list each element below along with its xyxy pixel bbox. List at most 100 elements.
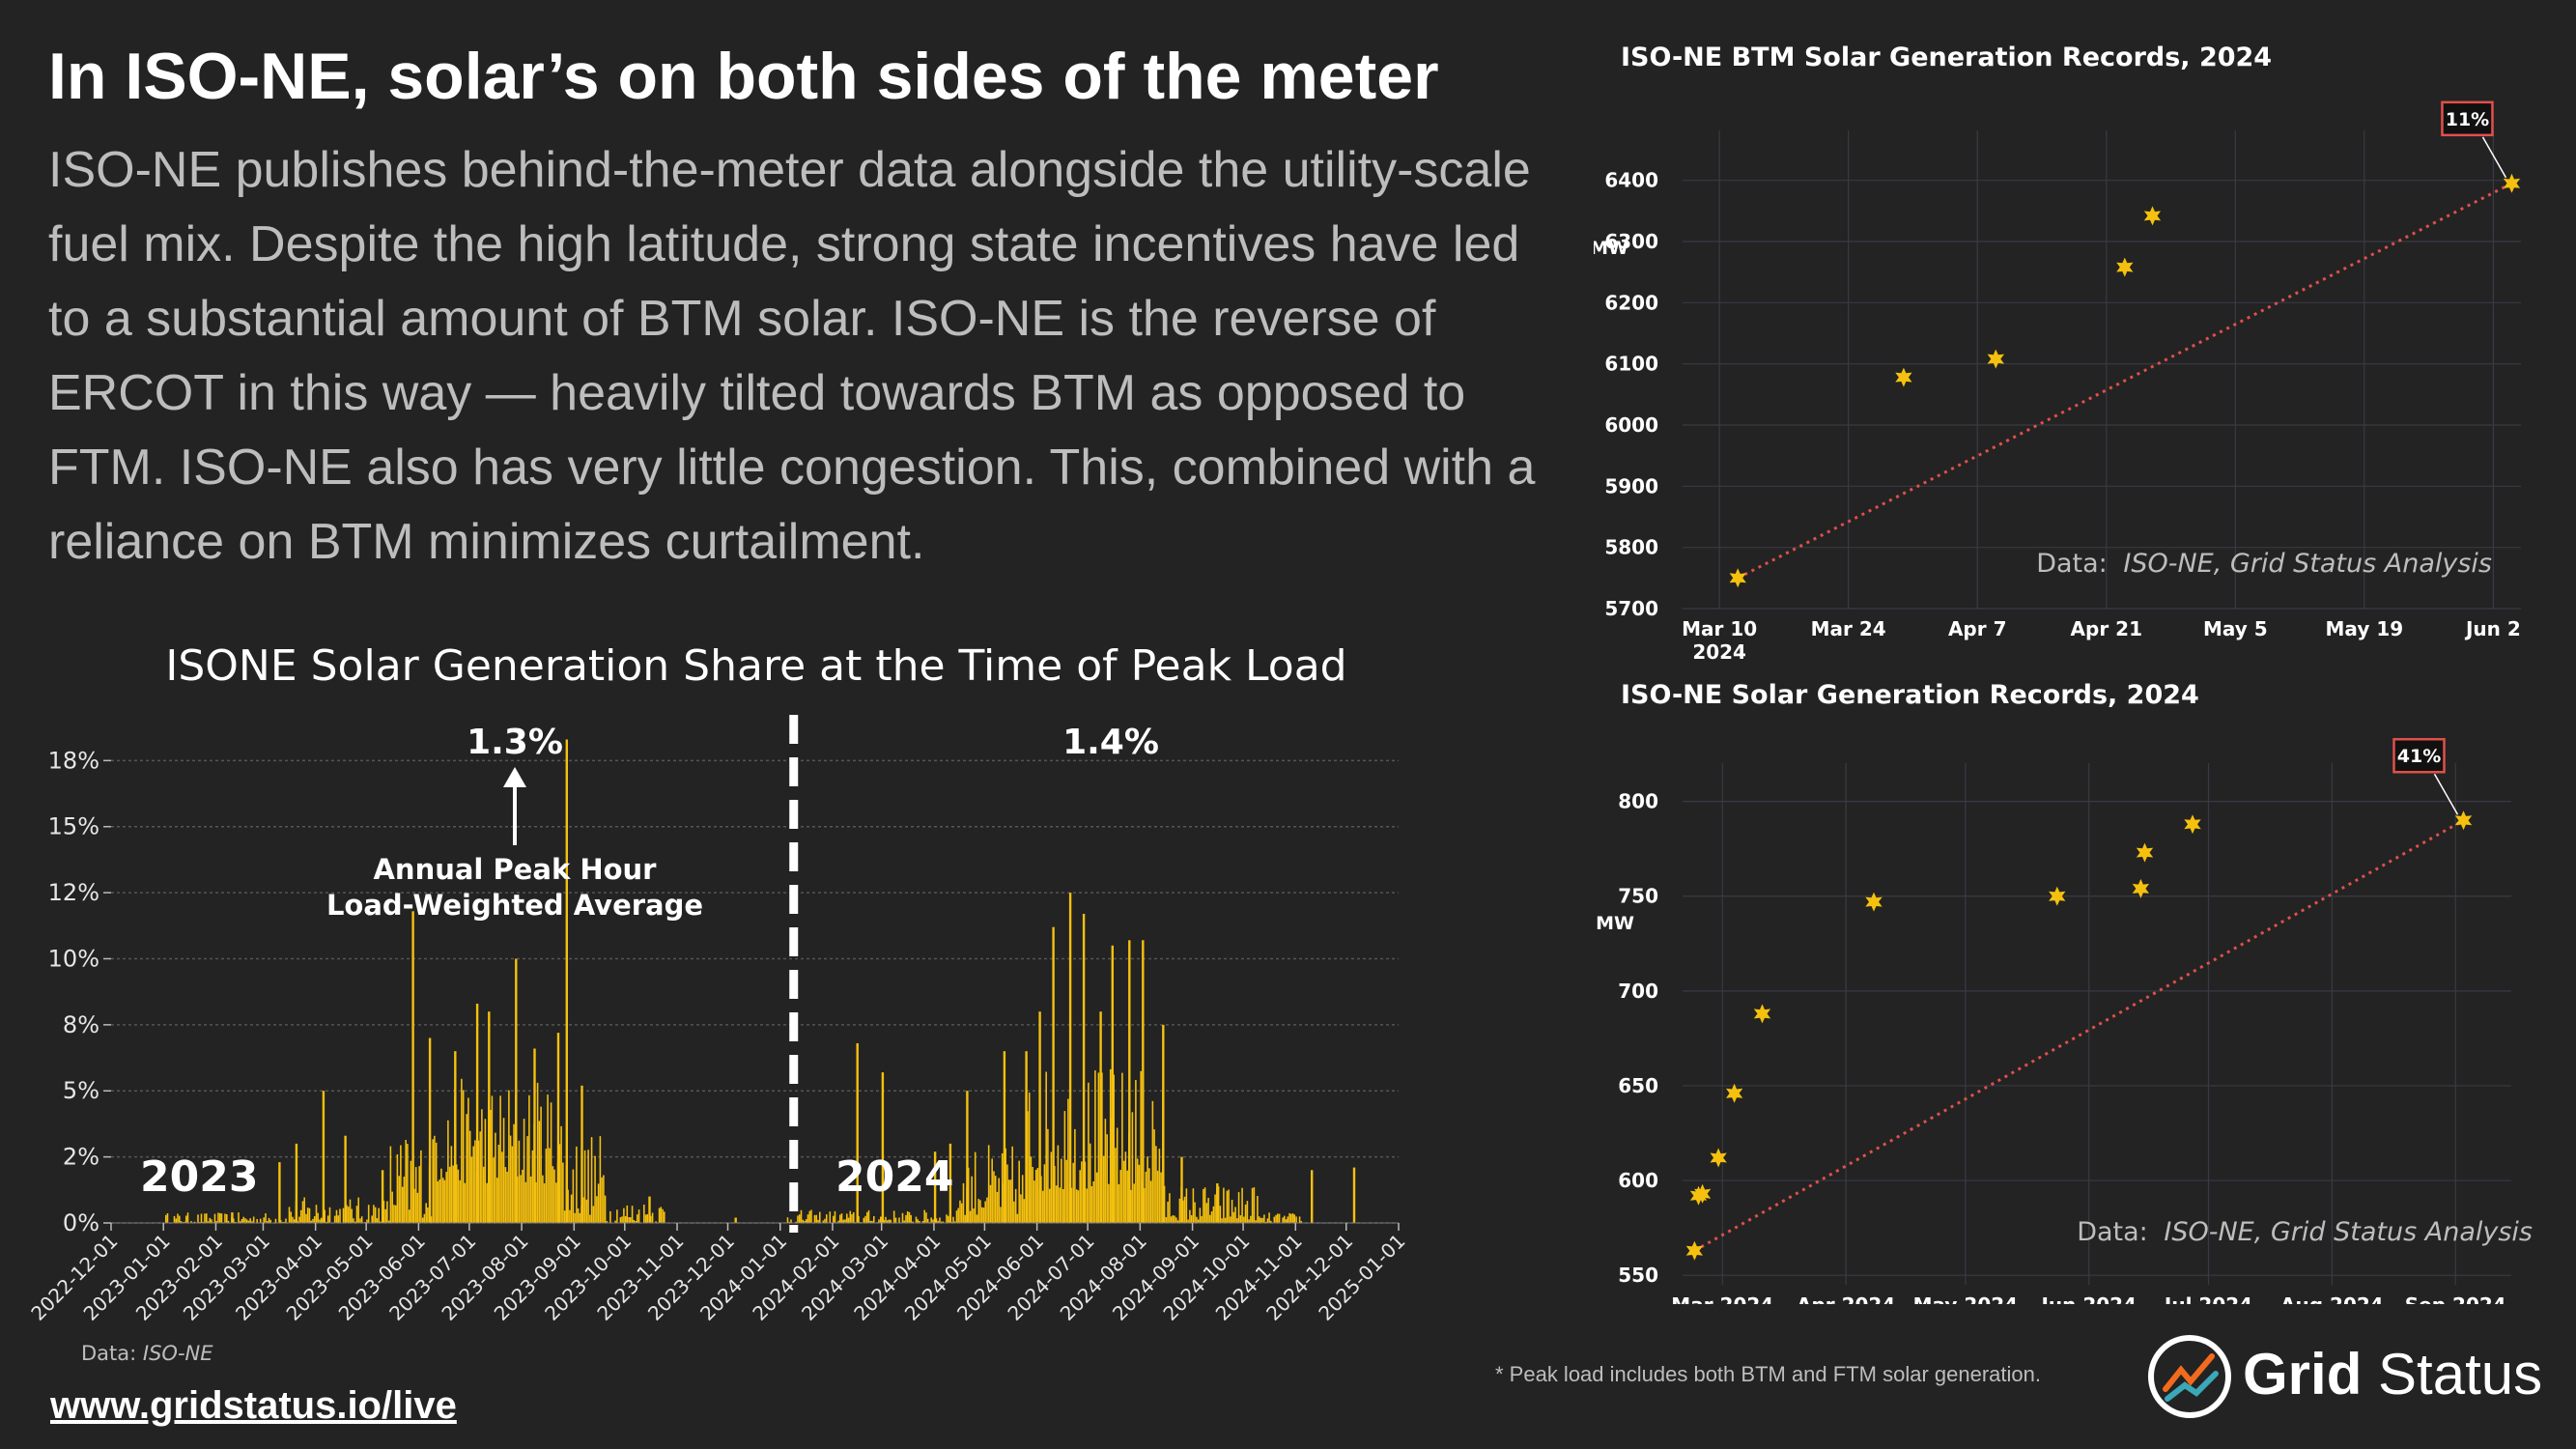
main-bar	[306, 1208, 309, 1223]
main-bar	[1197, 1219, 1200, 1223]
main-bar	[1061, 1158, 1062, 1223]
main-bar	[1153, 1129, 1155, 1223]
main-bar	[630, 1217, 632, 1223]
main-bar	[631, 1206, 634, 1223]
main-bar	[474, 1140, 476, 1223]
main-bar	[435, 1142, 438, 1223]
main-bar	[184, 1221, 185, 1223]
main-bar	[215, 1221, 218, 1223]
solar-chart-trend-line	[1693, 818, 2465, 1252]
main-bar	[380, 1221, 382, 1223]
main-bar	[959, 1200, 961, 1223]
main-bar	[1006, 1164, 1008, 1223]
main-bar	[971, 1176, 973, 1223]
main-bar	[407, 1144, 409, 1223]
main-bar	[269, 1219, 271, 1223]
main-bar	[1121, 1072, 1123, 1223]
logo-word-status: Status	[2378, 1342, 2543, 1406]
main-bar	[1084, 1161, 1087, 1223]
main-bar	[923, 1209, 925, 1223]
main-bar	[1023, 1199, 1026, 1223]
main-bar-spike	[565, 739, 568, 1223]
main-ytick-label: 0%	[63, 1209, 99, 1236]
main-bar	[892, 1210, 895, 1223]
main-bar	[633, 1220, 636, 1223]
main-bar	[450, 1146, 453, 1223]
main-bar	[621, 1216, 623, 1223]
main-bar	[256, 1219, 258, 1223]
main-bar	[501, 1151, 503, 1223]
main-bar	[1282, 1217, 1284, 1223]
main-bar	[577, 1208, 580, 1223]
main-bar	[443, 1179, 446, 1223]
page-title: In ISO-NE, solar’s on both sides of the …	[48, 40, 1439, 113]
main-bar	[518, 1140, 521, 1223]
main-source-note: Data: ISO-NE	[81, 1342, 213, 1365]
main-bar-spike	[1352, 1167, 1356, 1223]
main-bar	[339, 1208, 341, 1223]
main-bar	[326, 1221, 327, 1223]
grid-status-logo[interactable]: Grid Status	[2144, 1331, 2550, 1422]
main-bar	[786, 1217, 789, 1223]
main-bar	[1011, 1146, 1013, 1223]
main-bar	[957, 1208, 959, 1223]
main-bar	[650, 1215, 652, 1223]
main-bar	[251, 1221, 253, 1223]
main-bar	[1108, 1183, 1110, 1223]
main-bar	[405, 1140, 407, 1223]
main-bar	[594, 1155, 596, 1223]
main-bar	[432, 1139, 434, 1223]
main-bar	[888, 1219, 891, 1223]
main-bar	[989, 1184, 992, 1223]
main-bar-spike	[948, 1143, 952, 1223]
main-bar	[502, 1118, 505, 1223]
solar-chart-record-point	[1710, 1148, 1727, 1168]
main-bar	[1210, 1211, 1213, 1223]
main-bar	[883, 1220, 886, 1223]
btm-chart-ytick-label: 5700	[1604, 597, 1658, 620]
main-bar	[871, 1220, 873, 1223]
main-bar	[493, 1157, 495, 1223]
main-bar	[206, 1213, 208, 1223]
main-bar	[528, 1094, 530, 1223]
avg-2024-label: 1.4%	[1062, 723, 1159, 762]
main-bar	[1264, 1221, 1267, 1223]
main-bar	[969, 1210, 972, 1223]
btm-chart-record-point	[2116, 257, 2134, 277]
main-bar	[263, 1217, 265, 1223]
gridstatus-live-link[interactable]: www.gridstatus.io/live	[50, 1384, 457, 1427]
main-bar	[880, 1216, 882, 1223]
main-bar	[1219, 1206, 1222, 1223]
main-bar	[800, 1209, 803, 1223]
main-bar	[550, 1102, 552, 1223]
main-bar	[596, 1196, 598, 1223]
main-bar	[387, 1220, 390, 1223]
main-bar	[1183, 1196, 1186, 1223]
main-bar	[165, 1214, 167, 1223]
main-bar	[357, 1197, 359, 1223]
main-bar	[241, 1219, 243, 1223]
main-source-name: ISO-NE	[143, 1342, 213, 1365]
main-bar	[520, 1175, 522, 1223]
main-bar	[1135, 1080, 1137, 1223]
main-bar	[279, 1220, 282, 1223]
main-bar-spike	[1068, 893, 1072, 1223]
main-bar	[1097, 1072, 1100, 1223]
main-bar	[1244, 1204, 1247, 1223]
main-bar	[1221, 1218, 1223, 1223]
main-bar	[1043, 1164, 1046, 1223]
main-bar-spike	[1025, 1051, 1028, 1223]
main-ytick-label: 10%	[48, 945, 99, 972]
main-bar	[553, 1169, 555, 1223]
main-bar	[1178, 1198, 1181, 1223]
main-bar	[552, 1166, 554, 1223]
main-bar	[555, 1182, 557, 1223]
main-bar	[1260, 1217, 1262, 1223]
main-bar	[1009, 1179, 1012, 1223]
main-bar	[903, 1220, 905, 1223]
main-bar	[524, 1181, 527, 1223]
main-bar	[354, 1221, 356, 1223]
main-bar	[1266, 1218, 1269, 1223]
main-bar	[1275, 1214, 1277, 1223]
main-bar	[414, 1167, 417, 1223]
